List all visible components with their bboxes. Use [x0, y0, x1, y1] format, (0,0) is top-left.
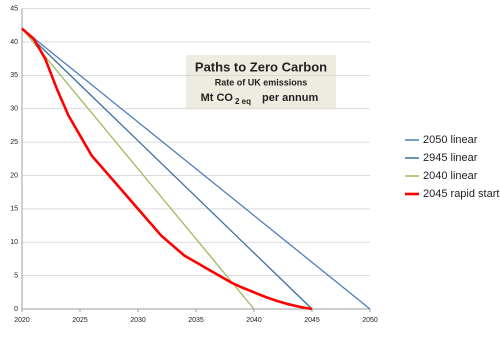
unit-text: per annum [262, 92, 318, 104]
series-line [21, 28, 255, 310]
y-tick-label: 5 [14, 272, 18, 279]
x-tick-label: 2045 [304, 317, 320, 324]
y-tick-label: 35 [10, 72, 18, 79]
y-tick-label: 45 [10, 5, 18, 12]
y-tick-label: 30 [10, 106, 18, 113]
legend-label: 2045 rapid start [423, 188, 499, 200]
x-tick-label: 2050 [362, 317, 378, 324]
chart-title: Paths to Zero Carbon [195, 59, 327, 74]
legend-label: 2945 linear [423, 152, 478, 164]
unit-subscript: 2 eq [235, 97, 251, 106]
y-tick-label: 25 [10, 139, 18, 146]
x-tick-label: 2020 [14, 317, 30, 324]
x-tick-label: 2025 [72, 317, 88, 324]
y-tick-label: 15 [10, 206, 18, 213]
y-tick-label: 0 [14, 306, 18, 313]
legend-label: 2050 linear [423, 134, 478, 146]
legend-label: 2040 linear [423, 170, 478, 182]
x-tick-label: 2040 [246, 317, 262, 324]
series-line [21, 27, 313, 311]
series-line [21, 28, 371, 310]
x-tick-label: 2035 [188, 317, 204, 324]
series-line [21, 28, 313, 310]
y-tick-label: 10 [10, 239, 18, 246]
y-tick-label: 20 [10, 172, 18, 179]
x-tick-label: 2030 [130, 317, 146, 324]
title-box [186, 55, 336, 109]
unit-text: Mt CO [201, 92, 234, 104]
chart-subtitle: Rate of UK emissions [215, 77, 308, 87]
y-tick-label: 40 [10, 39, 18, 46]
